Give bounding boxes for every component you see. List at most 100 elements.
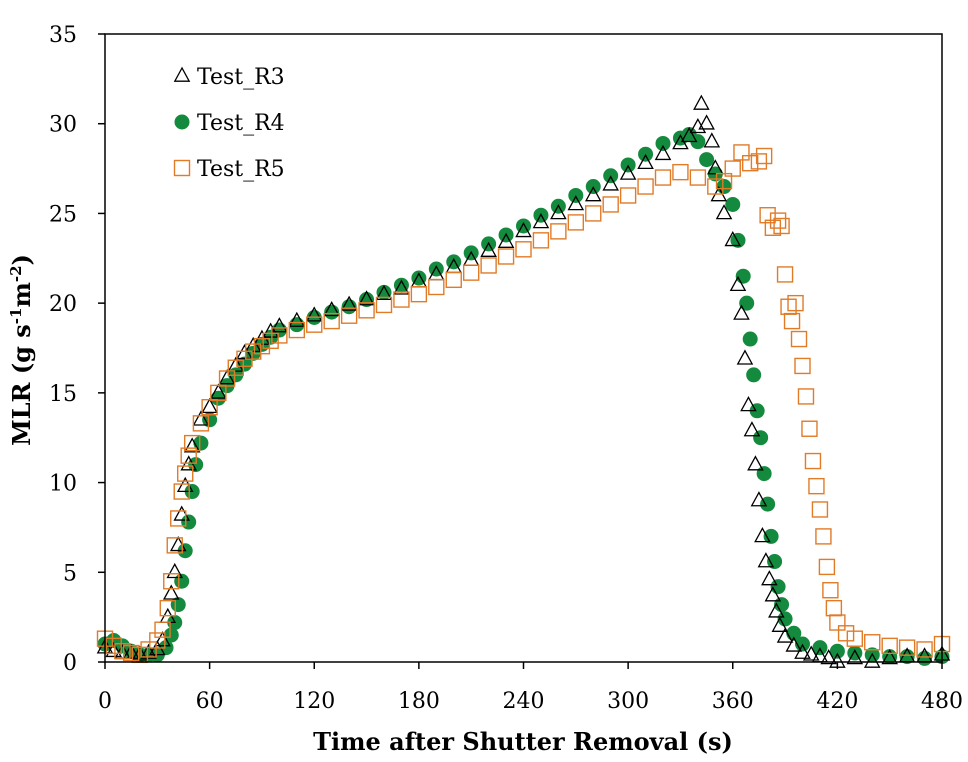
data-point bbox=[227, 356, 245, 372]
data-point bbox=[585, 205, 602, 222]
data-point bbox=[393, 291, 410, 308]
data-point bbox=[790, 330, 808, 348]
data-point bbox=[783, 312, 801, 330]
data-point bbox=[818, 558, 836, 576]
data-point bbox=[785, 636, 803, 652]
data-point bbox=[323, 312, 340, 330]
y-tick-label: 0 bbox=[63, 651, 77, 676]
data-point bbox=[703, 132, 721, 148]
data-point bbox=[733, 304, 750, 320]
legend-label: Test_R5 bbox=[197, 157, 285, 182]
data-point bbox=[159, 599, 176, 617]
data-point bbox=[462, 264, 480, 281]
data-point bbox=[776, 266, 794, 283]
data-point bbox=[375, 296, 393, 314]
data-point bbox=[515, 241, 532, 258]
data-point bbox=[122, 644, 140, 662]
data-point bbox=[480, 257, 497, 274]
x-tick-label: 300 bbox=[607, 689, 649, 714]
data-point bbox=[655, 135, 671, 151]
data-point bbox=[497, 248, 515, 265]
data-point bbox=[730, 232, 746, 248]
data-point bbox=[306, 316, 323, 333]
data-point bbox=[763, 528, 779, 544]
data-point bbox=[173, 483, 190, 500]
x-tick-label: 420 bbox=[816, 689, 858, 714]
x-tick-label: 60 bbox=[196, 689, 224, 714]
data-point bbox=[724, 160, 741, 177]
data-point bbox=[358, 290, 375, 306]
data-point bbox=[829, 614, 846, 631]
data-point bbox=[262, 332, 279, 350]
data-point bbox=[166, 562, 184, 579]
data-point bbox=[166, 537, 183, 554]
data-point bbox=[863, 652, 881, 668]
data-point bbox=[550, 204, 567, 220]
data-point bbox=[733, 144, 750, 161]
data-point bbox=[698, 114, 715, 130]
x-tick-label: 120 bbox=[293, 689, 335, 714]
data-point bbox=[192, 415, 210, 432]
data-point bbox=[170, 510, 187, 527]
legend-marker bbox=[173, 159, 191, 177]
data-point bbox=[201, 397, 218, 414]
data-point bbox=[715, 172, 733, 190]
data-point bbox=[446, 254, 462, 270]
data-point bbox=[340, 295, 358, 311]
data-point bbox=[428, 261, 444, 277]
data-point bbox=[567, 214, 585, 231]
data-point bbox=[201, 399, 218, 416]
data-point bbox=[602, 175, 619, 191]
data-point bbox=[881, 649, 898, 665]
y-tick-label: 5 bbox=[63, 561, 77, 586]
data-point bbox=[288, 321, 306, 339]
data-point bbox=[654, 144, 672, 161]
data-point bbox=[516, 218, 531, 234]
data-point bbox=[445, 271, 462, 289]
data-point bbox=[672, 163, 689, 181]
data-point bbox=[245, 343, 262, 360]
y-tick-label: 35 bbox=[49, 23, 77, 48]
data-point bbox=[180, 447, 197, 464]
data-point bbox=[163, 573, 180, 590]
data-point bbox=[808, 477, 825, 495]
data-point bbox=[802, 645, 820, 661]
legend-label: Test_R3 bbox=[197, 65, 285, 90]
data-point bbox=[837, 625, 855, 642]
data-point bbox=[183, 434, 201, 452]
data-point bbox=[864, 634, 881, 651]
data-point bbox=[707, 178, 724, 195]
data-point bbox=[757, 552, 775, 568]
data-point bbox=[773, 217, 790, 235]
legend-label: Test_R4 bbox=[197, 111, 285, 136]
data-point bbox=[739, 295, 755, 311]
data-point bbox=[105, 641, 123, 658]
data-point bbox=[410, 285, 428, 303]
data-point bbox=[754, 527, 771, 543]
data-point bbox=[271, 327, 288, 344]
data-point bbox=[376, 284, 392, 300]
y-tick-label: 10 bbox=[49, 472, 77, 497]
data-point bbox=[740, 396, 757, 412]
data-point bbox=[847, 645, 863, 661]
plot-area bbox=[96, 94, 951, 668]
data-point bbox=[846, 630, 864, 647]
data-point bbox=[699, 152, 715, 168]
x-tick-label: 240 bbox=[503, 689, 545, 714]
data-point bbox=[393, 279, 410, 295]
data-point bbox=[210, 384, 227, 402]
data-point bbox=[764, 586, 782, 602]
data-point bbox=[288, 311, 306, 327]
data-point bbox=[584, 186, 602, 202]
data-point bbox=[881, 637, 898, 655]
data-point bbox=[305, 306, 323, 322]
y-tick-label: 25 bbox=[49, 202, 77, 227]
data-point bbox=[759, 207, 776, 224]
data-point bbox=[776, 627, 794, 643]
data-point bbox=[777, 611, 793, 627]
data-point bbox=[358, 302, 375, 319]
data-point bbox=[756, 466, 772, 482]
data-point bbox=[899, 649, 915, 665]
data-point bbox=[140, 641, 157, 658]
